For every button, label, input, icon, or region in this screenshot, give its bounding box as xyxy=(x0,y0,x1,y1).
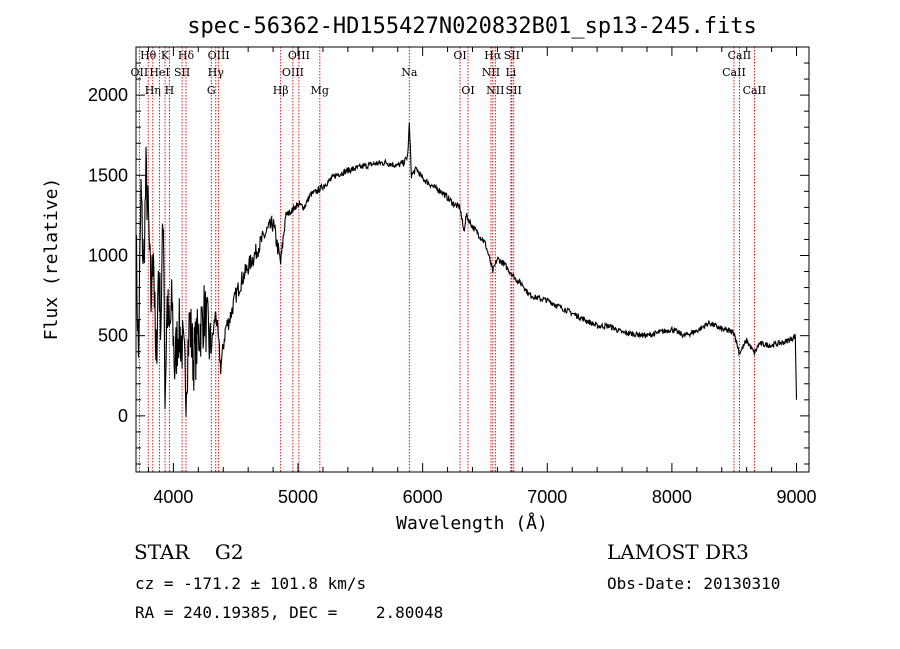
line-label: Hθ xyxy=(140,49,157,62)
line-label: Hδ xyxy=(178,49,195,62)
ra-dec: RA = 240.19385, DEC = 2.80048 xyxy=(135,603,444,622)
y-tick-label: 0 xyxy=(118,406,128,426)
x-tick-label: 8000 xyxy=(652,487,692,507)
axis-ticks: 4000 5000 6000 7000 8000 9000 0 500 1000 1500 2000 xyxy=(88,46,817,507)
line-label: H xyxy=(165,84,175,97)
line-label: Hγ xyxy=(208,66,225,79)
y-tick-label: 1000 xyxy=(88,245,128,265)
line-label: OII xyxy=(131,66,149,79)
line-label: OIII xyxy=(282,66,304,79)
spectral-line-markers xyxy=(138,47,755,472)
line-label: G xyxy=(207,84,216,97)
plot-frame xyxy=(135,46,810,473)
line-label: Li xyxy=(505,66,516,79)
line-label: SII xyxy=(504,49,520,62)
y-tick-label: 2000 xyxy=(88,85,128,105)
line-label: SII xyxy=(506,84,522,97)
y-tick-label: 1500 xyxy=(88,165,128,185)
line-label: Hη xyxy=(145,84,161,97)
y-tick-label: 500 xyxy=(98,326,128,346)
line-label: OI xyxy=(461,84,474,97)
line-label: Hβ xyxy=(273,84,289,97)
line-label: HeI xyxy=(149,66,169,79)
line-label: Na xyxy=(401,66,418,79)
line-label: CaII xyxy=(743,84,767,97)
x-tick-label: 9000 xyxy=(777,487,817,507)
line-label: SII xyxy=(174,66,190,79)
spectrum-series xyxy=(135,122,798,417)
redshift-velocity: cz = -171.2 ± 101.8 km/s xyxy=(135,574,367,593)
x-tick-label: 7000 xyxy=(527,487,567,507)
x-axis-label: Wavelength (Å) xyxy=(396,512,548,534)
line-label: CaII xyxy=(722,66,746,79)
line-label: K xyxy=(161,49,170,62)
x-tick-label: 4000 xyxy=(153,487,193,507)
line-label: OIII xyxy=(208,49,230,62)
x-tick-label: 6000 xyxy=(403,487,443,507)
chart-title: spec-56362-HD155427N020832B01_sp13-245.f… xyxy=(187,14,757,39)
line-label: OIII xyxy=(288,49,310,62)
survey-name: LAMOST DR3 xyxy=(607,540,749,564)
x-tick-label: 5000 xyxy=(278,487,318,507)
line-label: CaII xyxy=(728,49,752,62)
observation-date: Obs-Date: 20130310 xyxy=(607,574,781,593)
y-axis-label: Flux (relative) xyxy=(41,178,62,341)
object-class: STAR G2 xyxy=(134,540,244,564)
line-label: NII xyxy=(486,84,504,97)
line-label: NII xyxy=(482,66,500,79)
line-label: Mg xyxy=(311,84,329,97)
line-label: OI xyxy=(453,49,466,62)
line-label: Hα xyxy=(484,49,502,62)
